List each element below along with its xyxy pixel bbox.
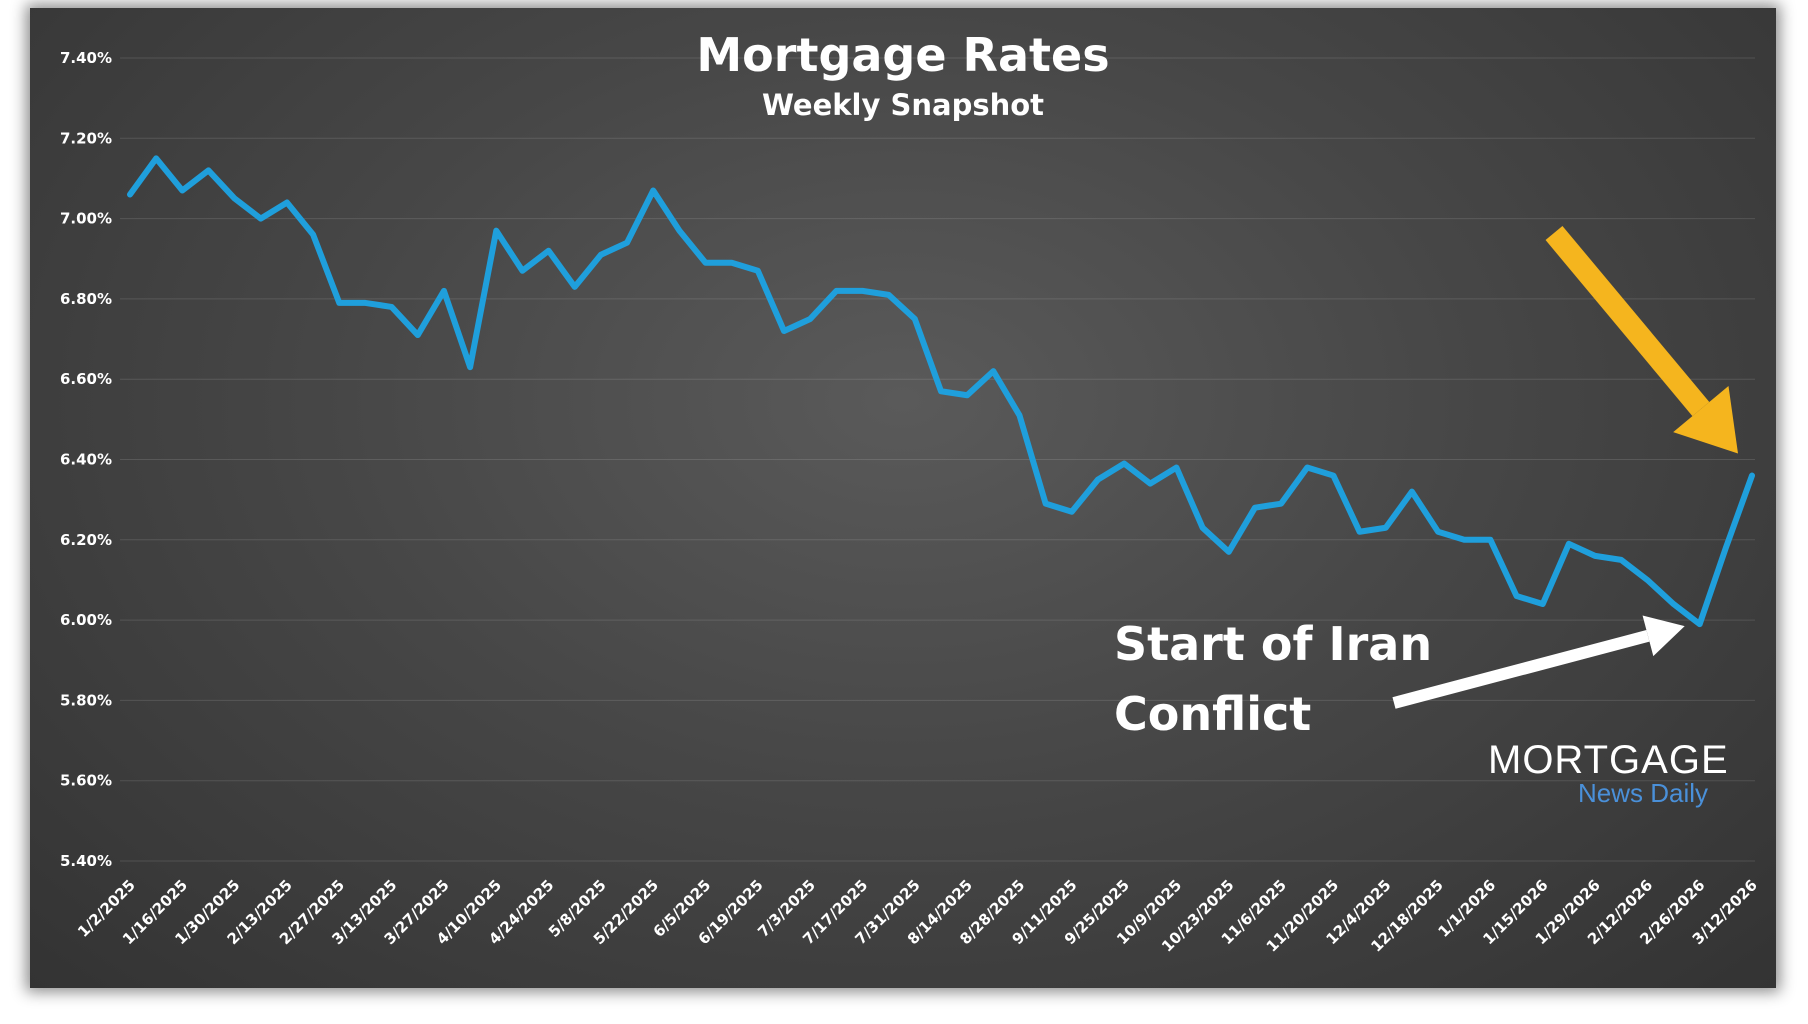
white-arrow-shaft: [1392, 630, 1650, 709]
yellow-arrow-shaft: [1545, 225, 1710, 417]
y-tick-label: 5.40%: [60, 852, 112, 870]
y-tick-label: 5.80%: [60, 691, 112, 709]
y-tick-label: 7.40%: [60, 49, 112, 67]
y-tick-label: 6.00%: [60, 611, 112, 629]
y-tick-label: 6.20%: [60, 531, 112, 549]
y-tick-label: 5.60%: [60, 772, 112, 790]
logo-main-text: MORTGAGE: [1488, 738, 1729, 782]
chart-frame: 7.40% 7.20% 7.00% 6.80% 6.60% 6.40% 6.20% 6.00%…: [30, 8, 1776, 988]
mortgage-news-daily-logo: MORTGAGE News Daily: [1488, 738, 1729, 808]
yellow-arrow-head: [1673, 385, 1738, 454]
y-tick-label: 6.80%: [60, 290, 112, 308]
y-tick-label: 6.40%: [60, 451, 112, 469]
series-line-mortgage-rate: [127, 155, 1755, 628]
line-chart: 7.40% 7.20% 7.00% 6.80% 6.60% 6.40% 6.20% 6.00%…: [60, 28, 1761, 956]
y-tick-label: 7.20%: [60, 129, 112, 147]
y-tick-label: 7.00%: [60, 210, 112, 228]
annotation-label-line1: Start of Iran: [1114, 617, 1432, 671]
chart-title: Mortgage Rates: [696, 28, 1109, 82]
annotation-label-line2: Conflict: [1114, 687, 1311, 741]
y-axis-ticks: 7.40% 7.20% 7.00% 6.80% 6.60% 6.40% 6.20% 6.00%…: [60, 49, 112, 870]
white-arrow-head: [1642, 615, 1685, 657]
y-tick-label: 6.60%: [60, 370, 112, 388]
logo-sub-text: News Daily: [1578, 778, 1708, 808]
annotation-arrows: [1392, 225, 1738, 709]
chart-subtitle: Weekly Snapshot: [762, 88, 1044, 122]
x-axis-ticks: 1/2/20251/16/20251/30/20252/13/20252/27/…: [74, 876, 1761, 956]
